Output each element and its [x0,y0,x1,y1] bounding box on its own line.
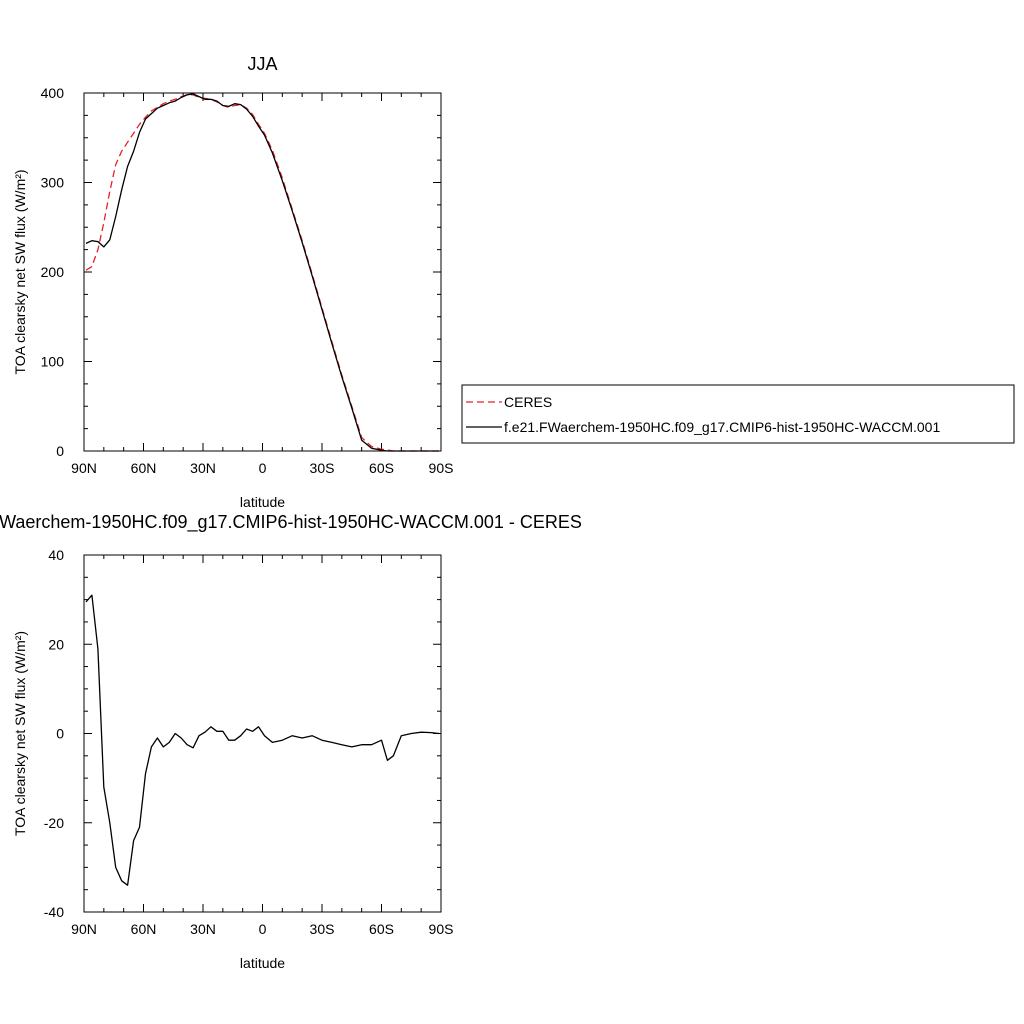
top-x-tick-label: 0 [259,460,267,476]
legend-label-model: f.e21.FWaerchem-1950HC.f09_g17.CMIP6-his… [504,419,940,435]
top-y-tick-label: 400 [41,85,65,101]
bottom-y-tick-label: -20 [44,815,64,831]
bottom-y-tick-label: 40 [48,547,64,563]
top-y-tick-label: 100 [41,354,65,370]
top-x-tick-label: 90N [71,460,97,476]
bottom-x-tick-label: 60N [131,921,157,937]
bottom-panel-ticks: 90N 60N 30N 0 30S 60S 90S -40 -20 0 20 40 [44,547,454,937]
legend-box [461,384,1015,444]
top-panel-x-axis-label: latitude [240,494,285,510]
bottom-y-tick-label: 0 [56,726,64,742]
bottom-x-tick-label: 60S [369,921,394,937]
bottom-x-tick-label: 90N [71,921,97,937]
difference-panel: f.e21.FWaerchem-1950HC.f09_g17.CMIP6-his… [0,512,582,971]
bottom-series-line-0 [85,594,440,886]
bottom-panel-title: f.e21.FWaerchem-1950HC.f09_g17.CMIP6-his… [0,512,582,533]
legend: CERES f.e21.FWaerchem-1950HC.f09_g17.CMI… [461,384,1015,444]
top-x-tick-label: 30N [190,460,216,476]
bottom-x-tick-label: 0 [259,921,267,937]
bottom-x-tick-label: 30S [310,921,335,937]
top-panel-title: JJA [247,54,277,74]
top-x-tick-label: 60S [369,460,394,476]
bottom-panel-frame [83,554,442,913]
top-y-tick-label: 0 [56,443,64,459]
top-panel-series [85,93,439,452]
top-y-tick-label: 200 [41,264,65,280]
top-series-line-1 [85,93,439,452]
bottom-panel-x-axis-label: latitude [240,955,285,971]
top-x-tick-label: 90S [429,460,454,476]
top-y-tick-label: 300 [41,175,65,191]
bottom-y-tick-label: -40 [44,904,64,920]
bottom-panel-y-axis-label: TOA clearsky net SW flux (W/m²) [12,631,28,836]
top-x-tick-label: 30S [310,460,335,476]
top-panel-ticks: 90N 60N 30N 0 30S 60S 90S 0 100 200 300 400 [41,85,454,476]
top-x-tick-label: 60N [131,460,157,476]
top-panel-frame [83,92,442,452]
bottom-panel-series [85,594,440,886]
legend-label-ceres: CERES [504,394,552,410]
top-series-line-0 [85,94,439,452]
bottom-y-tick-label: 20 [48,636,64,652]
bottom-x-tick-label: 30N [190,921,216,937]
zonal-mean-flux-panel: JJA 90N 60N 30N 0 30S 60S 90S 0 100 200 300 400 lat… [12,54,453,510]
top-panel-y-axis-label: TOA clearsky net SW flux (W/m²) [12,169,28,374]
bottom-x-tick-label: 90S [429,921,454,937]
